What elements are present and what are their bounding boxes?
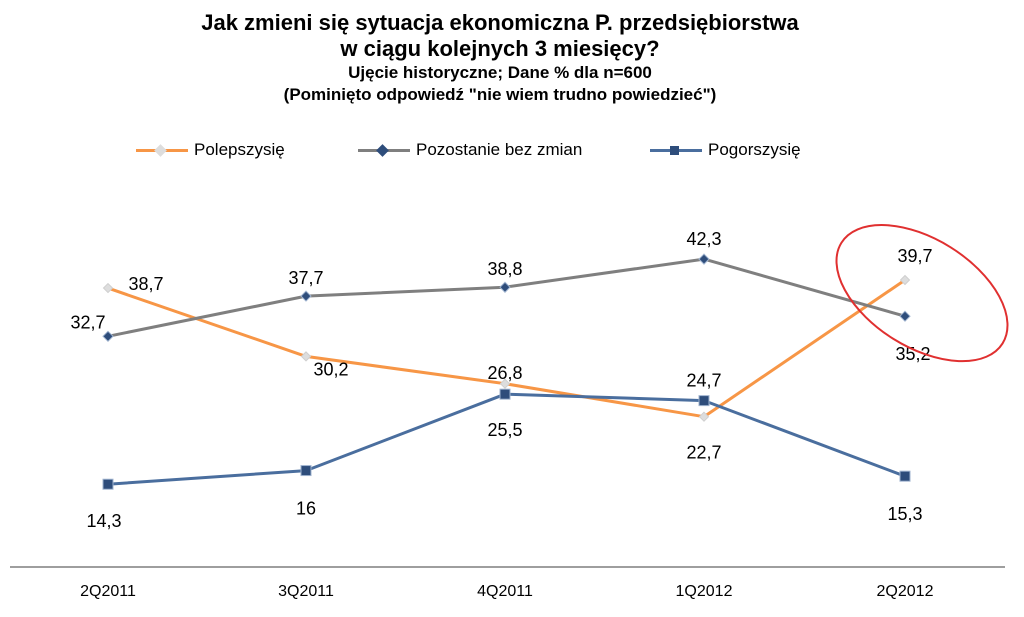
legend-item-polepszy: Polepszysię xyxy=(136,138,285,162)
chart-title-line2: w ciągu kolejnych 3 miesięcy? xyxy=(340,36,660,61)
data-point-marker xyxy=(499,388,511,400)
x-tick-label: 2Q2012 xyxy=(877,583,934,600)
legend-label-polepszy: Polepszysię xyxy=(194,140,285,159)
legend-line-polepszy xyxy=(136,143,188,157)
data-label: 22,7 xyxy=(686,443,721,463)
data-point-marker xyxy=(899,274,911,286)
data-point-marker xyxy=(300,290,312,302)
data-point-marker xyxy=(102,282,114,294)
data-label: 35,2 xyxy=(895,344,930,364)
data-point-marker xyxy=(698,411,710,422)
legend-line-pogorszy xyxy=(650,145,702,155)
data-label: 32,7 xyxy=(70,312,105,332)
data-point-marker xyxy=(698,395,710,407)
data-label: 25,5 xyxy=(487,420,522,440)
legend-marker-diamond-light-icon xyxy=(154,143,167,157)
chart-title: Jak zmieni się sytuacja ekonomiczna P. p… xyxy=(201,10,799,35)
legend-line-pozostanie xyxy=(358,143,410,157)
data-label: 38,7 xyxy=(128,274,163,294)
data-label: 39,7 xyxy=(897,246,932,266)
data-label: 42,3 xyxy=(686,229,721,249)
data-point-marker xyxy=(698,253,710,265)
data-point-marker xyxy=(102,330,114,342)
data-point-marker xyxy=(899,470,911,482)
legend-label-pogorszy: Pogorszysię xyxy=(708,140,801,159)
legend-label-pozostanie: Pozostanie bez zmian xyxy=(416,140,583,159)
x-tick-label: 2Q2011 xyxy=(80,583,136,600)
x-tick-label: 4Q2011 xyxy=(477,583,533,600)
highlight-ellipse xyxy=(835,224,1009,363)
x-tick-label: 3Q2011 xyxy=(278,583,334,600)
data-label: 14,3 xyxy=(86,511,121,531)
data-point-marker xyxy=(499,378,511,389)
data-point-marker xyxy=(300,465,312,477)
legend: Polepszysię Pozostanie bez zmian Pogorsz… xyxy=(0,138,1024,162)
legend-item-pozostanie: Pozostanie bez zmian xyxy=(358,138,582,162)
legend-marker-diamond-icon xyxy=(376,143,389,157)
data-label: 26,8 xyxy=(487,363,522,383)
data-label: 30,2 xyxy=(313,359,348,379)
data-point-marker xyxy=(300,351,312,362)
data-point-marker xyxy=(899,310,911,322)
data-point-marker xyxy=(102,478,114,490)
data-label: 15,3 xyxy=(887,504,922,524)
data-label: 38,8 xyxy=(487,259,522,279)
chart-subtitle: Ujęcie historyczne; Dane % dla n=600 xyxy=(348,63,652,82)
chart-titles: Jak zmieni się sytuacja ekonomiczna P. p… xyxy=(0,10,1000,106)
chart-note: (Pominięto odpowiedź "nie wiem trudno po… xyxy=(283,85,717,104)
data-label: 37,7 xyxy=(288,268,323,288)
data-label: 24,7 xyxy=(686,371,721,391)
x-tick-label: 1Q2012 xyxy=(676,583,733,600)
data-label: 16 xyxy=(296,499,316,519)
legend-marker-square-icon xyxy=(670,145,679,155)
data-point-marker xyxy=(499,281,511,293)
legend-item-pogorszy: Pogorszysię xyxy=(650,138,801,162)
